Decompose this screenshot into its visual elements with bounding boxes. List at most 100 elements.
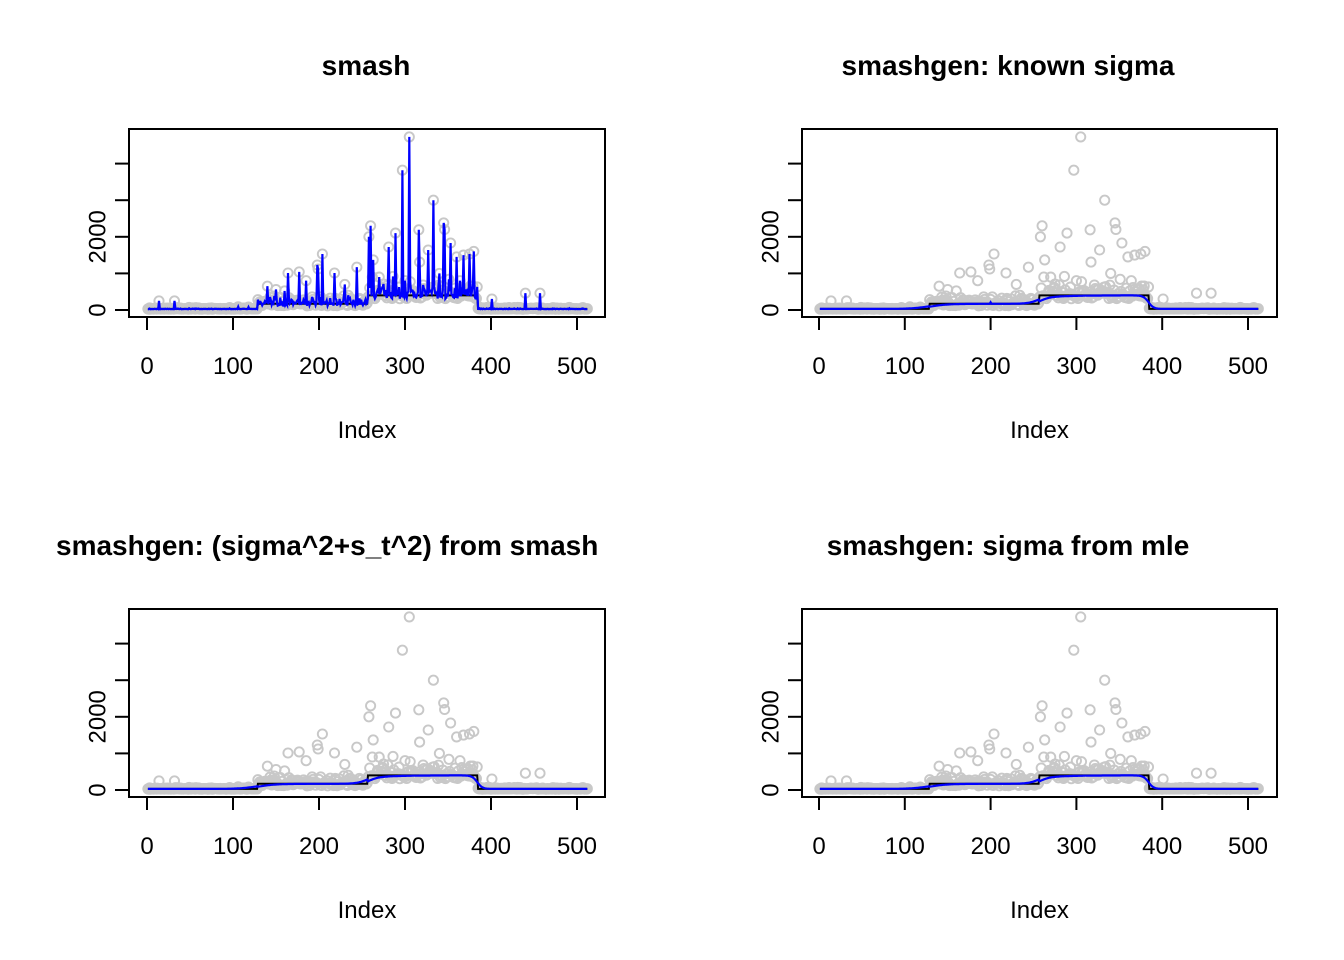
y-tick-label: 0 [758, 303, 785, 316]
smash-fit-line [147, 136, 588, 311]
data-point [1036, 700, 1048, 712]
x-axis: 0 100 200 300 400 500 Index [140, 798, 597, 924]
data-point [1125, 755, 1137, 767]
x-tick-label: 300 [1056, 833, 1096, 860]
data-point [1139, 725, 1151, 737]
data-point [439, 703, 451, 716]
data-point [1070, 275, 1082, 287]
data-point [433, 747, 445, 759]
data-point [965, 266, 977, 278]
data-point [972, 275, 984, 287]
data-point [1122, 251, 1134, 263]
data-point [367, 734, 379, 746]
data-point [1122, 731, 1134, 743]
x-tick-label: 200 [971, 833, 1011, 860]
data-point [954, 747, 966, 759]
data-point [1116, 717, 1128, 729]
x-tick-label: 200 [299, 353, 339, 380]
y-axis: 0 2000 [758, 162, 802, 317]
data-point [486, 773, 498, 785]
panel-4-title-text: smashgen: sigma from mle [826, 530, 1190, 561]
observation-points [814, 611, 1264, 795]
y-tick-label: 0 [85, 303, 112, 316]
x-axis: 0 100 200 300 400 500 Index [812, 798, 1268, 924]
x-tick-label: 400 [471, 353, 511, 380]
data-point [1085, 736, 1097, 748]
x-tick-label: 500 [1228, 353, 1268, 380]
x-axis-label: Index [1010, 417, 1069, 444]
panel-2-title-text: smashgen: known sigma [841, 50, 1175, 81]
data-point [1061, 707, 1073, 719]
data-point [1010, 758, 1022, 770]
data-point [1075, 131, 1087, 143]
data-point [293, 746, 305, 758]
data-point [965, 746, 977, 758]
data-point [451, 731, 463, 743]
data-point [403, 611, 415, 623]
observation-points [142, 611, 593, 795]
data-point [1038, 271, 1050, 283]
data-point [1049, 758, 1061, 770]
data-point [1068, 164, 1080, 176]
data-point [1110, 223, 1122, 236]
panel-2-title: smashgen: known sigma [672, 50, 1344, 84]
data-point [422, 724, 434, 736]
data-point [1034, 231, 1046, 243]
data-point [316, 728, 328, 740]
panel-1-title-text: smash [321, 50, 411, 81]
x-tick-label: 100 [213, 833, 253, 860]
data-point [312, 743, 324, 755]
data-point [1190, 767, 1203, 779]
data-point [519, 767, 531, 779]
data-point [427, 674, 439, 686]
data-point [467, 760, 479, 772]
data-point [351, 741, 363, 753]
data-point [468, 725, 480, 737]
data-point [1034, 711, 1046, 723]
data-point [1058, 270, 1070, 282]
data-point [471, 761, 483, 773]
x-tick-label: 300 [385, 353, 425, 380]
data-point [1138, 280, 1150, 292]
x-tick-label: 400 [1142, 833, 1182, 860]
x-tick-label: 200 [299, 833, 339, 860]
data-point [988, 728, 1000, 740]
y-tick-label: 2000 [85, 690, 112, 743]
y-tick-label: 2000 [85, 210, 112, 263]
data-point [1058, 750, 1070, 762]
x-tick-label: 200 [971, 353, 1011, 380]
data-point [940, 770, 952, 782]
data-point [1129, 729, 1141, 741]
data-point [1110, 703, 1122, 716]
data-point [984, 263, 996, 275]
data-point [1142, 761, 1155, 773]
panel-4: 0 100 200 300 400 500 Index 0 2000 [758, 608, 1278, 924]
data-point [1099, 194, 1111, 206]
data-point [1190, 287, 1203, 299]
data-point [1039, 734, 1051, 746]
data-point [940, 290, 952, 302]
data-point [1054, 241, 1066, 253]
data-point [438, 697, 450, 709]
y-axis: 0 2000 [85, 642, 129, 797]
x-axis: 0 100 200 300 400 500 Index [140, 318, 597, 444]
data-point [1085, 256, 1097, 268]
y-tick-label: 2000 [758, 690, 785, 743]
data-point [1094, 244, 1106, 256]
plot-box [128, 608, 606, 798]
data-point [1000, 267, 1012, 279]
panel-1-title: smash [0, 50, 732, 84]
data-point [1138, 760, 1150, 772]
data-point [1010, 278, 1022, 290]
data-point [954, 267, 966, 279]
data-point [387, 750, 399, 762]
data-point [1205, 287, 1217, 299]
data-point [383, 721, 395, 733]
x-axis-label: Index [338, 897, 397, 924]
data-point [454, 755, 466, 767]
x-tick-label: 100 [885, 833, 925, 860]
x-tick-label: 500 [557, 353, 597, 380]
x-tick-label: 100 [885, 353, 925, 380]
data-point [1116, 237, 1128, 249]
